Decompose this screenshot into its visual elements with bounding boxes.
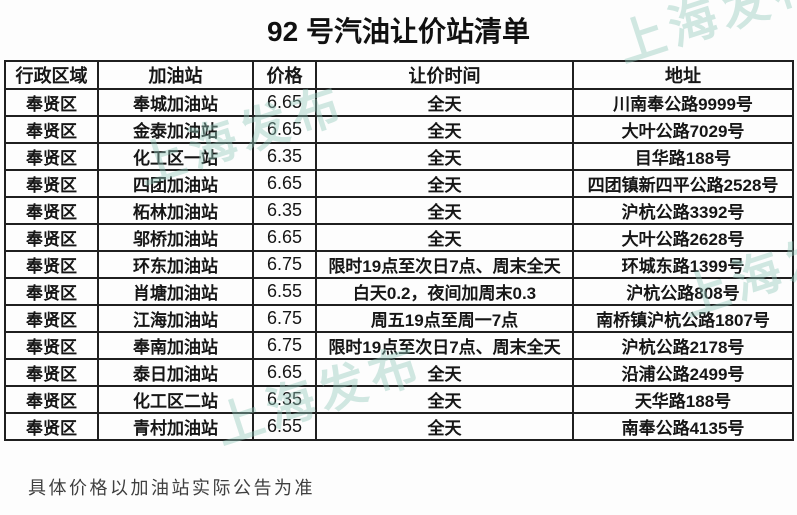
header-district: 行政区域 bbox=[4, 60, 99, 90]
header-address: 地址 bbox=[572, 60, 794, 90]
district-cell: 奉贤区 bbox=[4, 115, 99, 144]
price-cell: 6.65 bbox=[252, 169, 317, 198]
discount_time-cell: 限时19点至次日7点、周末全天 bbox=[315, 331, 574, 360]
header-price: 价格 bbox=[252, 60, 317, 90]
price-cell: 6.55 bbox=[252, 277, 317, 306]
district-cell: 奉贤区 bbox=[4, 169, 99, 198]
table-header-row: 行政区域 加油站 价格 让价时间 地址 bbox=[4, 60, 794, 90]
address-cell: 川南奉公路9999号 bbox=[572, 88, 794, 117]
address-cell: 沪杭公路3392号 bbox=[572, 196, 794, 225]
table-row: 奉贤区 环东加油站 6.75 限时19点至次日7点、周末全天 环城东路1399号 bbox=[4, 250, 794, 279]
price-cell: 6.75 bbox=[252, 331, 317, 360]
price-cell: 6.65 bbox=[252, 223, 317, 252]
district-cell: 奉贤区 bbox=[4, 196, 99, 225]
table-row: 奉贤区 邬桥加油站 6.65 全天 大叶公路2628号 bbox=[4, 223, 794, 252]
station-price-table: 行政区域 加油站 价格 让价时间 地址 奉贤区 奉城加油站 6.65 全天 川南奉公路9… bbox=[4, 60, 794, 441]
price-cell: 6.35 bbox=[252, 142, 317, 171]
table-row: 奉贤区 柘林加油站 6.35 全天 沪杭公路3392号 bbox=[4, 196, 794, 225]
station-cell: 江海加油站 bbox=[97, 304, 254, 333]
price-cell: 6.65 bbox=[252, 115, 317, 144]
footer-note: 具体价格以加油站实际公告为准 bbox=[28, 478, 315, 498]
address-cell: 目华路188号 bbox=[572, 142, 794, 171]
district-cell: 奉贤区 bbox=[4, 223, 99, 252]
district-cell: 奉贤区 bbox=[4, 385, 99, 414]
price-cell: 6.75 bbox=[252, 304, 317, 333]
discount_time-cell: 全天 bbox=[315, 412, 574, 441]
district-cell: 奉贤区 bbox=[4, 250, 99, 279]
address-cell: 天华路188号 bbox=[572, 385, 794, 414]
table-row: 奉贤区 青村加油站 6.55 全天 南奉公路4135号 bbox=[4, 412, 794, 441]
station-cell: 四团加油站 bbox=[97, 169, 254, 198]
station-cell: 化工区二站 bbox=[97, 385, 254, 414]
discount_time-cell: 全天 bbox=[315, 358, 574, 387]
discount_time-cell: 白天0.2，夜间加周末0.3 bbox=[315, 277, 574, 306]
price-cell: 6.35 bbox=[252, 196, 317, 225]
discount_time-cell: 全天 bbox=[315, 142, 574, 171]
district-cell: 奉贤区 bbox=[4, 88, 99, 117]
station-cell: 环东加油站 bbox=[97, 250, 254, 279]
station-cell: 柘林加油站 bbox=[97, 196, 254, 225]
table-row: 奉贤区 泰日加油站 6.65 全天 沿浦公路2499号 bbox=[4, 358, 794, 387]
table-row: 奉贤区 江海加油站 6.75 周五19点至周一7点 南桥镇沪杭公路1807号 bbox=[4, 304, 794, 333]
price-cell: 6.65 bbox=[252, 88, 317, 117]
district-cell: 奉贤区 bbox=[4, 331, 99, 360]
discount_time-cell: 全天 bbox=[315, 115, 574, 144]
district-cell: 奉贤区 bbox=[4, 142, 99, 171]
address-cell: 沿浦公路2499号 bbox=[572, 358, 794, 387]
address-cell: 环城东路1399号 bbox=[572, 250, 794, 279]
station-cell: 奉南加油站 bbox=[97, 331, 254, 360]
station-cell: 肖塘加油站 bbox=[97, 277, 254, 306]
district-cell: 奉贤区 bbox=[4, 412, 99, 441]
station-cell: 邬桥加油站 bbox=[97, 223, 254, 252]
price-cell: 6.65 bbox=[252, 358, 317, 387]
station-cell: 青村加油站 bbox=[97, 412, 254, 441]
discount_time-cell: 全天 bbox=[315, 196, 574, 225]
table-row: 奉贤区 化工区一站 6.35 全天 目华路188号 bbox=[4, 142, 794, 171]
page-title: 92 号汽油让价站清单 bbox=[267, 16, 530, 47]
price-cell: 6.75 bbox=[252, 250, 317, 279]
discount_time-cell: 限时19点至次日7点、周末全天 bbox=[315, 250, 574, 279]
price-cell: 6.55 bbox=[252, 412, 317, 441]
station-cell: 泰日加油站 bbox=[97, 358, 254, 387]
district-cell: 奉贤区 bbox=[4, 277, 99, 306]
price-cell: 6.35 bbox=[252, 385, 317, 414]
discount_time-cell: 全天 bbox=[315, 169, 574, 198]
address-cell: 大叶公路7029号 bbox=[572, 115, 794, 144]
discount_time-cell: 全天 bbox=[315, 385, 574, 414]
station-table-body: 奉贤区 奉城加油站 6.65 全天 川南奉公路9999号 奉贤区 金泰加油站 6.65 全天 大叶… bbox=[4, 88, 794, 441]
station-cell: 化工区一站 bbox=[97, 142, 254, 171]
district-cell: 奉贤区 bbox=[4, 304, 99, 333]
address-cell: 沪杭公路2178号 bbox=[572, 331, 794, 360]
table-row: 奉贤区 肖塘加油站 6.55 白天0.2，夜间加周末0.3 沪杭公路808号 bbox=[4, 277, 794, 306]
address-cell: 沪杭公路808号 bbox=[572, 277, 794, 306]
address-cell: 大叶公路2628号 bbox=[572, 223, 794, 252]
address-cell: 四团镇新四平公路2528号 bbox=[572, 169, 794, 198]
header-discount-time: 让价时间 bbox=[315, 60, 574, 90]
district-cell: 奉贤区 bbox=[4, 358, 99, 387]
discount_time-cell: 周五19点至周一7点 bbox=[315, 304, 574, 333]
table-row: 奉贤区 金泰加油站 6.65 全天 大叶公路7029号 bbox=[4, 115, 794, 144]
discount_time-cell: 全天 bbox=[315, 88, 574, 117]
station-cell: 金泰加油站 bbox=[97, 115, 254, 144]
table-row: 奉贤区 奉南加油站 6.75 限时19点至次日7点、周末全天 沪杭公路2178号 bbox=[4, 331, 794, 360]
table-row: 奉贤区 奉城加油站 6.65 全天 川南奉公路9999号 bbox=[4, 88, 794, 117]
discount_time-cell: 全天 bbox=[315, 223, 574, 252]
address-cell: 南奉公路4135号 bbox=[572, 412, 794, 441]
table-row: 奉贤区 化工区二站 6.35 全天 天华路188号 bbox=[4, 385, 794, 414]
table-row: 奉贤区 四团加油站 6.65 全天 四团镇新四平公路2528号 bbox=[4, 169, 794, 198]
header-station: 加油站 bbox=[97, 60, 254, 90]
station-cell: 奉城加油站 bbox=[97, 88, 254, 117]
address-cell: 南桥镇沪杭公路1807号 bbox=[572, 304, 794, 333]
